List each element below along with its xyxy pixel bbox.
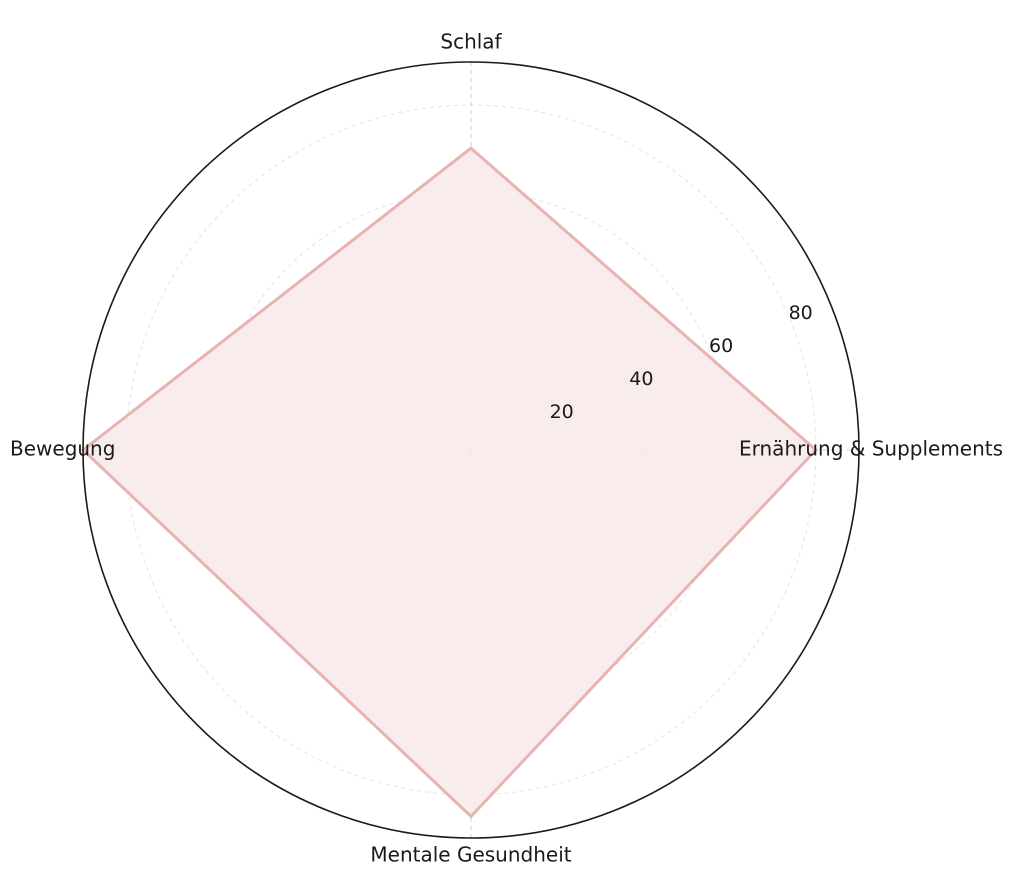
- outer-circle: [82, 61, 860, 839]
- axis-label-bewegung: Bewegung: [10, 437, 115, 461]
- radial-tick-label-20: 20: [550, 401, 574, 423]
- axis-label-schlaf: Schlaf: [440, 30, 502, 54]
- axis-label-ernaehrung: Ernährung & Supplements: [739, 437, 1003, 461]
- series-area: [80, 146, 819, 819]
- radial-tick-labels: 20 40 60 80: [550, 302, 813, 423]
- radial-tick-label-40: 40: [629, 368, 653, 390]
- series-layer: [80, 146, 819, 819]
- radial-tick-label-80: 80: [789, 302, 813, 324]
- radial-tick-label-60: 60: [709, 335, 733, 357]
- axis-labels: Ernährung & Supplements Schlaf Bewegung …: [10, 30, 1003, 867]
- axis-label-mentale-gesundheit: Mentale Gesundheit: [370, 843, 571, 867]
